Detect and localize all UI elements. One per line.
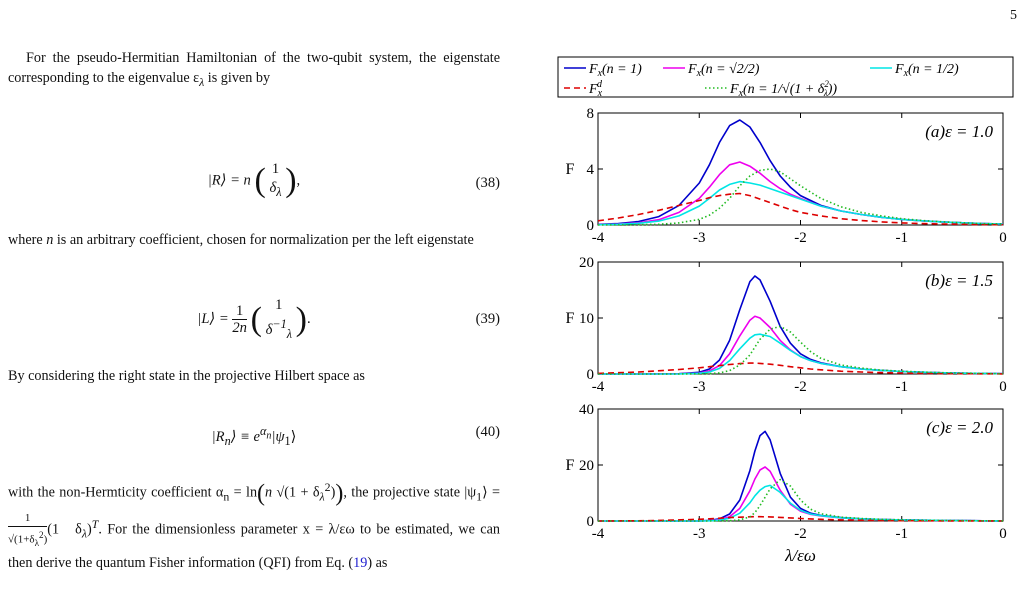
legend-entry: Fxd bbox=[564, 79, 603, 99]
eq39-vec-sup: −1 bbox=[272, 317, 287, 331]
x-tick-label: -1 bbox=[896, 526, 909, 542]
x-tick-label: 0 bbox=[999, 379, 1007, 395]
para4-a: with the non-Hermticity coefficient α bbox=[8, 484, 224, 501]
para1-text: For the pseudo-Hermitian Hamiltonian of … bbox=[8, 50, 500, 86]
panel-label: (a)ε = 1.0 bbox=[925, 122, 993, 141]
eq39-vec-top: 1 bbox=[275, 297, 283, 313]
eq39-vec-bottom: δ bbox=[265, 321, 273, 338]
eq39-lhs: |L⟩ = bbox=[197, 311, 229, 328]
paragraph-where: where n is an arbitrary coefficient, cho… bbox=[8, 230, 500, 250]
y-tick-label: 0 bbox=[587, 367, 595, 383]
series-line bbox=[597, 192, 1004, 226]
x-axis-label: λ/εω bbox=[784, 546, 816, 565]
eq39-end: . bbox=[306, 311, 311, 328]
eq38-number: (38) bbox=[475, 175, 500, 191]
y-tick-label: 0 bbox=[587, 514, 595, 530]
paragraph-intro: For the pseudo-Hermitian Hamiltonian of … bbox=[8, 48, 500, 92]
chart-panel: -4 -3 -2 -1 0 0 10 20 F (b)ε = 1.5 bbox=[566, 255, 1007, 395]
eq40-sup: α bbox=[260, 424, 267, 438]
legend-entry: Fx(n = √2/2) bbox=[663, 62, 760, 79]
eq38-vec-bottom: δ bbox=[269, 180, 277, 196]
eq40-mid: ⟩ ≡ e bbox=[230, 428, 261, 445]
legend-label: Fxd bbox=[588, 79, 603, 99]
para4-end: ) as bbox=[367, 555, 388, 572]
y-tick-label: 0 bbox=[587, 218, 595, 234]
chart-panel: -4 -3 -2 -1 0 0 4 8 F (a)ε = 1.0 bbox=[566, 106, 1007, 246]
x-tick-label: -4 bbox=[592, 379, 605, 395]
eq40-end-sub: 1 bbox=[284, 433, 291, 448]
eq40-number: (40) bbox=[475, 424, 500, 440]
x-tick-label: -1 bbox=[896, 230, 909, 246]
eq-19-link[interactable]: 19 bbox=[353, 555, 368, 572]
y-tick-label: 8 bbox=[587, 106, 595, 122]
panel-label: (c)ε = 2.0 bbox=[926, 418, 993, 437]
paragraph-projective: By considering the right state in the pr… bbox=[8, 366, 500, 386]
x-tick-label: -2 bbox=[794, 230, 807, 246]
figure-qfi: Fx(n = 1) Fx(n = √2/2) Fx(n = 1/2) Fxd Fx(n … bbox=[557, 56, 1014, 565]
x-tick-label: -1 bbox=[896, 379, 909, 395]
equation-39: |L⟩ = 1 2n ( 1 δ−1λ ). (39) bbox=[197, 297, 500, 341]
para2-where: where bbox=[8, 232, 47, 248]
eq40-close: ⟩ bbox=[290, 428, 297, 445]
eq38-vec-top: 1 bbox=[271, 161, 280, 177]
legend-entry: Fx(n = 1/√(1 + δ2 λ)) bbox=[705, 79, 837, 99]
y-tick-label: 10 bbox=[579, 311, 594, 327]
y-axis-label: F bbox=[566, 161, 575, 178]
equation-38: |R⟩ = n ( 1 δλ ), (38) bbox=[207, 161, 500, 199]
x-tick-label: -3 bbox=[693, 230, 706, 246]
legend-label: Fx(n = 1) bbox=[588, 62, 642, 79]
para2-n: n bbox=[46, 232, 54, 248]
legend-entry: Fx(n = 1) bbox=[564, 62, 642, 79]
para1-end: is given by bbox=[204, 70, 271, 86]
y-tick-label: 20 bbox=[579, 255, 594, 271]
eq39-number: (39) bbox=[475, 311, 500, 327]
x-tick-label: -2 bbox=[794, 526, 807, 542]
panel-label: (b)ε = 1.5 bbox=[925, 271, 993, 290]
series-line bbox=[598, 168, 1004, 226]
para3-text: By considering the right state in the pr… bbox=[8, 368, 365, 384]
y-tick-label: 40 bbox=[579, 402, 594, 418]
x-tick-label: 0 bbox=[999, 230, 1007, 246]
y-tick-label: 4 bbox=[587, 162, 595, 178]
x-tick-label: -3 bbox=[693, 526, 706, 542]
x-tick-label: -2 bbox=[794, 379, 807, 395]
eq40-part1: |R bbox=[211, 428, 225, 445]
y-axis-label: F bbox=[566, 457, 575, 474]
eq40-end: |ψ bbox=[271, 428, 285, 445]
eq38-vec-sub: λ bbox=[276, 184, 282, 199]
plot-area bbox=[597, 408, 1004, 522]
eq39-vec-sub: λ bbox=[286, 326, 292, 341]
legend-box bbox=[557, 56, 1014, 98]
eq38-lhs: |R⟩ = n bbox=[207, 172, 251, 189]
eq40-sub: n bbox=[224, 433, 231, 448]
series-line bbox=[597, 362, 1004, 375]
chart-panel: -4 -3 -2 -1 0 0 20 40 F (c)ε = 2.0 λ/εω bbox=[566, 402, 1007, 565]
x-tick-label: -3 bbox=[693, 379, 706, 395]
y-tick-label: 20 bbox=[579, 458, 594, 474]
eq39-frac-bottom: 2n bbox=[232, 320, 247, 337]
legend-label: Fx(n = 1/2) bbox=[894, 62, 959, 79]
para4-b: , the projective state |ψ bbox=[343, 484, 477, 501]
x-tick-label: -4 bbox=[592, 526, 605, 542]
legend-label: Fx(n = 1/√(1 + δ2 λ)) bbox=[729, 79, 837, 99]
equation-40: |Rn⟩ ≡ eαn|ψ1⟩ (40) bbox=[8, 424, 500, 468]
series-line bbox=[597, 180, 1004, 226]
para4-c: For the dimensionless parameter x = λ/εω… bbox=[8, 521, 500, 572]
paragraph-qfi: with the non-Hermticity coefficient αn =… bbox=[8, 480, 500, 572]
legend: Fx(n = 1) Fx(n = √2/2) Fx(n = 1/2) Fxd Fx(n … bbox=[557, 56, 1014, 99]
eq38-end: , bbox=[296, 172, 301, 189]
y-axis-label: F bbox=[566, 310, 575, 327]
eq39-frac-top: 1 bbox=[232, 303, 247, 321]
series-line bbox=[598, 325, 1004, 375]
para2-text: is an arbitrary coefficient, chosen for … bbox=[53, 232, 474, 248]
legend-entry: Fx(n = 1/2) bbox=[870, 62, 959, 79]
x-tick-label: 0 bbox=[999, 526, 1007, 542]
para1-sub: λ bbox=[199, 74, 205, 89]
eq40-supsub: n bbox=[266, 430, 272, 442]
legend-label: Fx(n = √2/2) bbox=[687, 62, 760, 79]
series-line bbox=[598, 478, 1004, 522]
plot-area bbox=[597, 261, 1004, 375]
x-tick-label: -4 bbox=[592, 230, 605, 246]
page-number: 5 bbox=[1010, 8, 1017, 23]
